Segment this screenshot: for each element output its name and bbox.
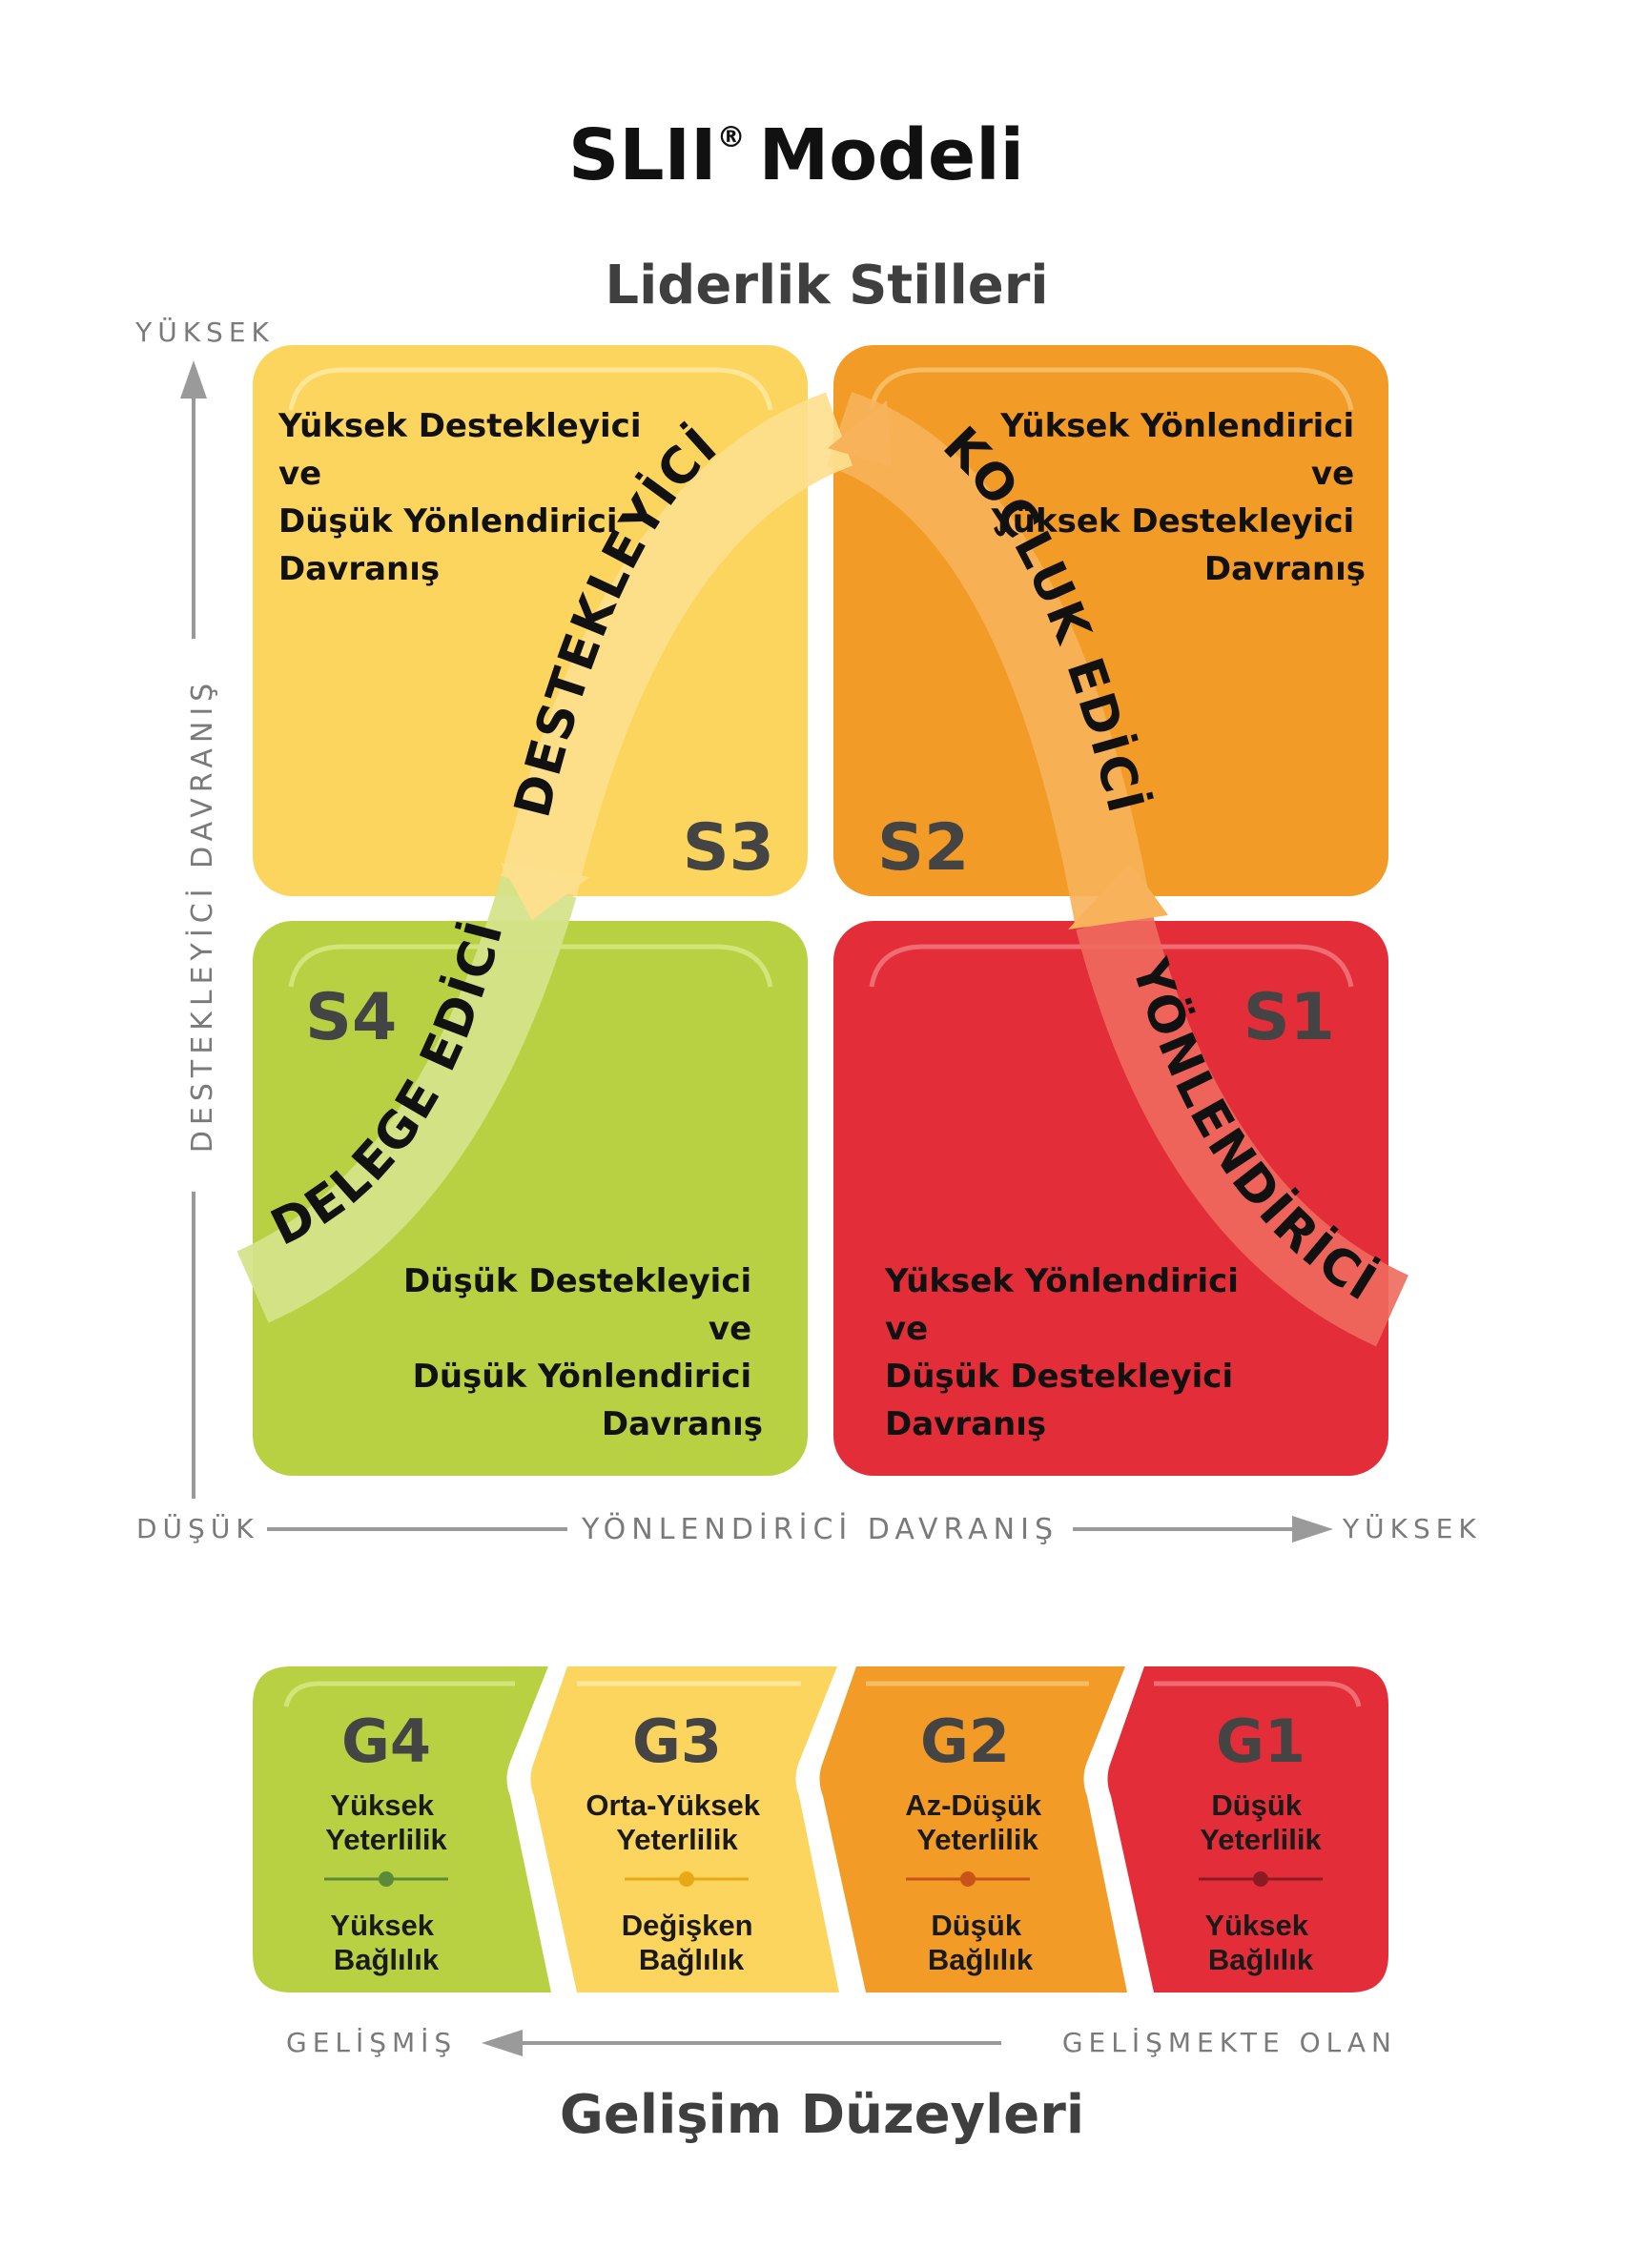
level-g1-code: G1 xyxy=(1216,1706,1305,1776)
quadrant-s1-description: Yüksek Yönlendirici ve Düşük Destekleyic… xyxy=(884,1262,1250,1443)
title-registered-mark: ® xyxy=(717,121,746,154)
quadrant-s3-code: S3 xyxy=(683,810,774,886)
quadrant-s1-code: S1 xyxy=(1243,980,1335,1055)
dev-axis-left-label: GELİŞMİŞ xyxy=(286,2027,457,2058)
x-axis-arrow-icon xyxy=(1292,1516,1333,1543)
title-main: SLII xyxy=(568,114,717,196)
level-g1-commitment: Yüksek Bağlılık xyxy=(1204,1909,1316,1976)
level-g1-competence: Düşük Yeterlilik xyxy=(1200,1788,1322,1856)
level-g2-competence: Az-Düşük Yeterlilik xyxy=(905,1788,1050,1856)
level-g3-dot-icon xyxy=(679,1871,694,1887)
style-curve-s2 xyxy=(826,392,1153,928)
style-curve-s4 xyxy=(236,875,577,1323)
x-axis-title: YÖNLENDİRİCİ DAVRANIŞ xyxy=(581,1512,1058,1546)
level-g4-competence: Yüksek Yeterlilik xyxy=(325,1788,447,1856)
x-axis-high-label: YÜKSEK xyxy=(1342,1512,1482,1544)
title-rest: Modeli xyxy=(759,114,1024,196)
quadrant-s3 xyxy=(253,345,808,896)
page-title: SLII® Modeli xyxy=(568,114,1024,196)
level-g2-dot-icon xyxy=(960,1871,976,1887)
level-g2-shape xyxy=(819,1666,1127,1992)
level-g1-shape xyxy=(1107,1666,1388,1992)
level-g2: G2 Az-Düşük Yeterlilik Düşük Bağlılık xyxy=(819,1666,1127,1992)
level-g4-commitment: Yüksek Bağlılık xyxy=(330,1909,442,1976)
level-g1: G1 Düşük Yeterlilik Yüksek Bağlılık xyxy=(1107,1666,1388,1992)
dev-axis-arrow-icon xyxy=(482,2030,523,2056)
level-g3-commitment: Değişken Bağlılık xyxy=(622,1909,761,1976)
section-heading-development-levels: Gelişim Düzeyleri xyxy=(560,2084,1084,2146)
curve-arrow-s3-to-s4-icon xyxy=(501,863,589,920)
level-g2-commitment: Düşük Bağlılık xyxy=(928,1909,1034,1976)
level-g4-code: G4 xyxy=(341,1706,431,1776)
y-axis-high-label: YÜKSEK xyxy=(134,316,275,348)
quadrant-s2-description: Yüksek Yönlendirici ve Yüksek Destekleyi… xyxy=(991,407,1366,588)
x-axis-low-label: DÜŞÜK xyxy=(136,1512,259,1544)
level-g2-code: G2 xyxy=(920,1706,1010,1776)
quadrant-s4-description: Düşük Destekleyici ve Düşük Yönlendirici… xyxy=(403,1262,763,1443)
curve-arrow-s2-to-s3-icon xyxy=(828,400,892,467)
level-g1-dot-icon xyxy=(1253,1871,1268,1887)
level-g1-highlight xyxy=(1154,1681,1362,1707)
level-g3-code: G3 xyxy=(632,1706,722,1776)
quadrant-s1 xyxy=(833,921,1388,1476)
level-g4-highlight xyxy=(283,1681,515,1707)
section-heading-leadership-styles: Liderlik Stilleri xyxy=(605,255,1048,317)
level-g4-dot-icon xyxy=(379,1871,394,1887)
level-g4-shape xyxy=(253,1666,551,1992)
level-g3: G3 Orta-Yüksek Yeterlilik Değişken Bağlı… xyxy=(530,1666,839,1992)
style-curve-s3 xyxy=(501,392,853,896)
quadrant-s4-code: S4 xyxy=(305,980,397,1055)
quadrant-s3-highlight xyxy=(288,367,773,411)
quadrant-s2-code: S2 xyxy=(877,810,969,886)
level-g3-shape xyxy=(530,1666,839,1992)
y-axis-arrow-icon xyxy=(180,360,207,398)
level-g3-competence: Orta-Yüksek Yeterlilik xyxy=(586,1788,768,1856)
style-curve-s1 xyxy=(1076,909,1409,1347)
level-g4: G4 Yüksek Yeterlilik Yüksek Bağlılık xyxy=(253,1666,551,1992)
quadrant-s3-description: Yüksek Destekleyici ve Düşük Yönlendiric… xyxy=(277,407,652,588)
curve-arrow-s1-to-s2-icon xyxy=(1068,863,1168,930)
quadrant-s2-highlight xyxy=(869,367,1354,411)
dev-axis-right-label: GELİŞMEKTE OLAN xyxy=(1062,2027,1397,2058)
y-axis-title: DESTEKLEYİCİ DAVRANIŞ xyxy=(185,678,219,1153)
quadrant-s4 xyxy=(253,921,808,1476)
